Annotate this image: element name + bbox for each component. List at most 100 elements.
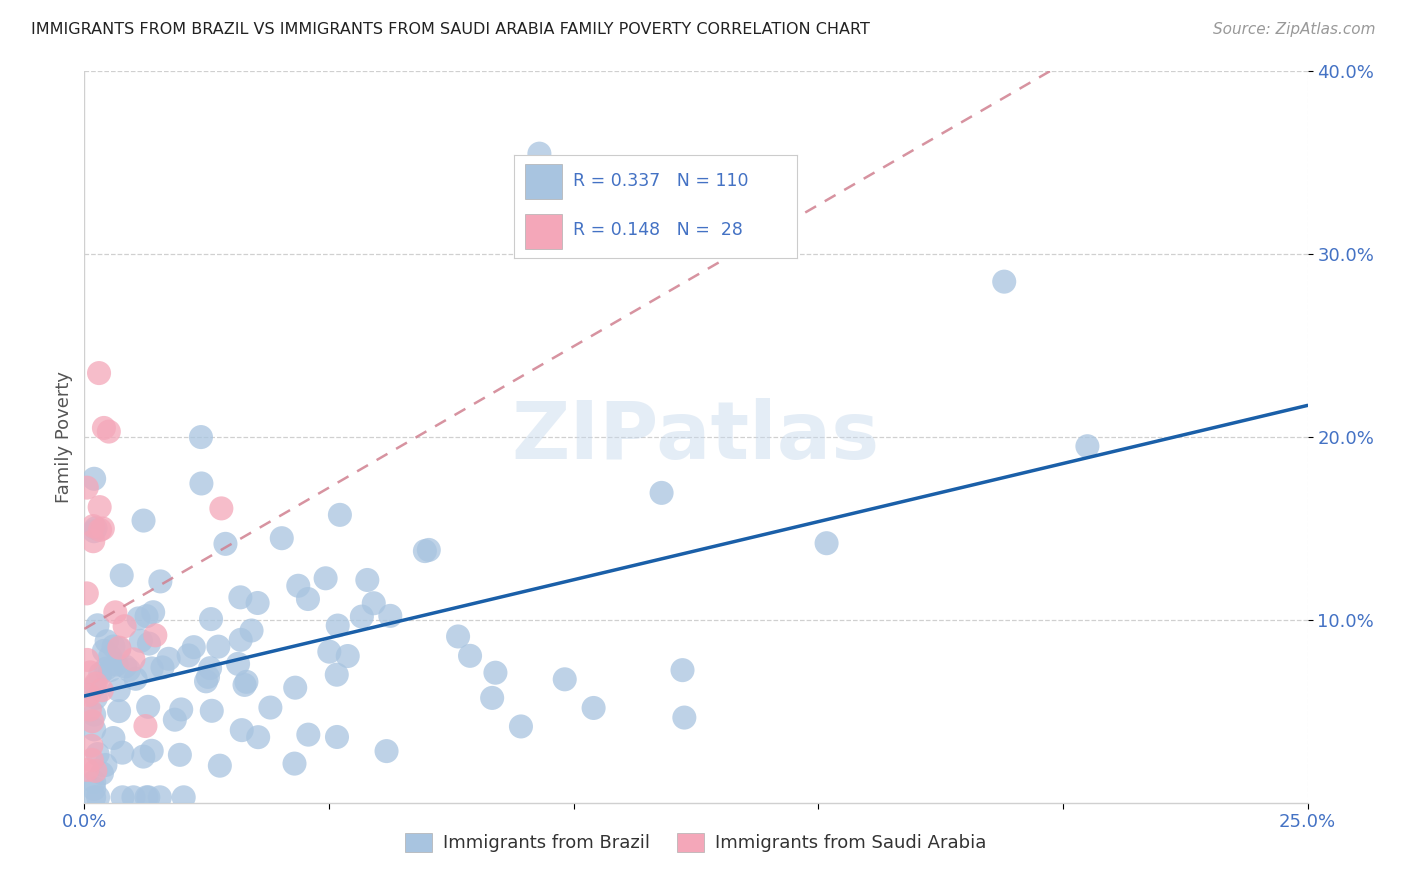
Point	[76, 586, 98, 600]
Point	[86, 747, 108, 761]
Point	[329, 508, 352, 522]
Point	[283, 756, 305, 771]
Point	[79, 703, 101, 717]
Point	[183, 640, 205, 655]
Point	[104, 605, 127, 619]
Point	[87, 366, 110, 380]
Point	[287, 579, 309, 593]
Point	[190, 430, 212, 444]
Point	[105, 657, 128, 672]
Point	[326, 667, 349, 681]
Point	[82, 534, 104, 549]
Point	[815, 536, 838, 550]
Point	[149, 790, 172, 805]
Point	[163, 713, 186, 727]
Point	[90, 683, 112, 698]
Point	[284, 681, 307, 695]
Point	[91, 766, 114, 780]
Text: ZIPatlas: ZIPatlas	[512, 398, 880, 476]
Point	[138, 637, 160, 651]
Point	[529, 146, 551, 161]
Point	[82, 714, 104, 729]
Point	[270, 531, 292, 545]
FancyBboxPatch shape	[524, 214, 562, 249]
Point	[135, 609, 157, 624]
Point	[111, 746, 134, 760]
Point	[173, 790, 195, 805]
Point	[89, 667, 111, 681]
Point	[122, 790, 145, 805]
Point	[152, 660, 174, 674]
Point	[481, 690, 503, 705]
Point	[190, 476, 212, 491]
Point	[89, 500, 111, 515]
Point	[195, 674, 218, 689]
Point	[201, 704, 224, 718]
Point	[235, 674, 257, 689]
Point	[209, 501, 232, 516]
Point	[83, 723, 105, 737]
Point	[76, 763, 98, 777]
Point	[111, 790, 134, 805]
Point	[582, 701, 605, 715]
Point	[76, 653, 98, 667]
Y-axis label: Family Poverty: Family Poverty	[55, 371, 73, 503]
Point	[86, 618, 108, 632]
Point	[103, 731, 125, 745]
Point	[132, 514, 155, 528]
Point	[651, 486, 673, 500]
Point	[247, 730, 270, 744]
Point	[124, 672, 146, 686]
FancyBboxPatch shape	[524, 164, 562, 200]
Point	[80, 739, 103, 753]
Point	[226, 657, 249, 671]
Point	[84, 690, 107, 705]
Point	[200, 612, 222, 626]
Point	[207, 640, 229, 654]
Point	[136, 699, 159, 714]
Point	[229, 632, 252, 647]
Point	[993, 275, 1015, 289]
Point	[198, 661, 221, 675]
Point	[1076, 439, 1098, 453]
Point	[108, 641, 131, 656]
Point	[108, 640, 131, 655]
Point	[107, 683, 129, 698]
Point	[114, 619, 136, 633]
Point	[136, 790, 159, 805]
Point	[177, 648, 200, 663]
Point	[93, 421, 115, 435]
Point	[83, 679, 105, 693]
Point	[97, 425, 120, 439]
Legend: Immigrants from Brazil, Immigrants from Saudi Arabia: Immigrants from Brazil, Immigrants from …	[398, 826, 994, 860]
Point	[197, 670, 219, 684]
Point	[108, 704, 131, 718]
Point	[82, 519, 104, 533]
Point	[135, 790, 157, 805]
Point	[122, 652, 145, 666]
Point	[141, 661, 163, 675]
Point	[233, 678, 256, 692]
Point	[673, 710, 696, 724]
Point	[83, 707, 105, 722]
Point	[297, 592, 319, 607]
Point	[84, 764, 107, 778]
Text: IMMIGRANTS FROM BRAZIL VS IMMIGRANTS FROM SAUDI ARABIA FAMILY POVERTY CORRELATIO: IMMIGRANTS FROM BRAZIL VS IMMIGRANTS FRO…	[31, 22, 870, 37]
Point	[157, 652, 180, 666]
Point	[229, 591, 252, 605]
Point	[413, 544, 436, 558]
Point	[114, 659, 136, 673]
Point	[118, 663, 141, 677]
Point	[671, 663, 693, 677]
Point	[297, 728, 319, 742]
Point	[208, 758, 231, 772]
Point	[111, 568, 134, 582]
Point	[214, 537, 236, 551]
Point	[326, 730, 349, 744]
Point	[447, 630, 470, 644]
Point	[315, 571, 337, 585]
Point	[89, 523, 111, 537]
Point	[336, 648, 359, 663]
Point	[149, 574, 172, 589]
Point	[169, 747, 191, 762]
